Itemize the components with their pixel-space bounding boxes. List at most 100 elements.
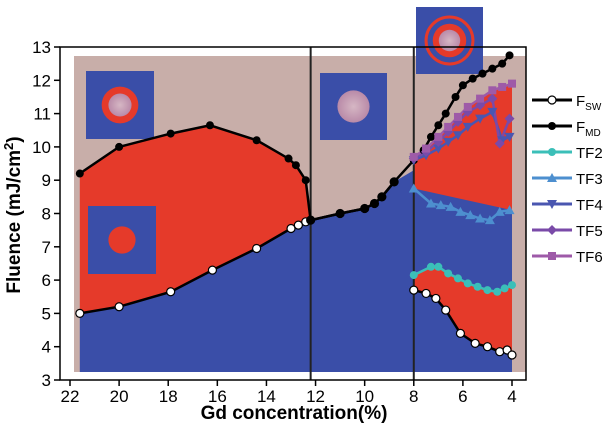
inset-outer-ring	[424, 15, 475, 66]
data-point-tf6	[463, 102, 472, 111]
inset-speckle-core	[337, 90, 370, 123]
x-tick-label: 4	[507, 387, 516, 406]
x-tick-label: 10	[355, 387, 374, 406]
data-point-tf5	[475, 100, 486, 111]
data-point-fmd	[488, 64, 497, 73]
data-point-fmd	[166, 129, 175, 138]
data-point-tf4	[497, 136, 508, 146]
data-point-tf2	[508, 281, 516, 290]
data-point-fmd	[426, 132, 435, 141]
data-point-tf2	[453, 274, 462, 283]
data-point-fmd	[284, 154, 293, 163]
x-tick-label: 6	[458, 387, 467, 406]
y-tick-label: 6	[42, 271, 51, 290]
data-point-fmd	[441, 109, 450, 118]
inset-ring-speckle	[86, 71, 154, 139]
data-point-fsw	[252, 243, 262, 254]
legend-label: TF4	[576, 197, 603, 214]
data-point-fsw	[293, 220, 303, 230]
legend-marker	[548, 148, 556, 156]
data-point-fsw-low	[441, 305, 451, 315]
y-tick-label: 11	[33, 105, 51, 124]
data-point-tf6	[498, 82, 507, 91]
x-tick-label: 12	[306, 387, 325, 406]
data-point-fmd	[468, 74, 477, 83]
y-tick-label: 8	[42, 205, 51, 224]
data-point-tf2	[444, 269, 453, 278]
data-point-tf5	[443, 126, 454, 137]
data-point-tf2	[493, 287, 502, 296]
x-tick-label: 14	[257, 387, 276, 406]
data-point-fmd	[478, 69, 487, 78]
data-point-tf2	[409, 271, 418, 280]
data-point-fmd	[360, 204, 369, 213]
legend-label: FSW	[576, 93, 602, 113]
legend-label: FMD	[576, 119, 601, 139]
data-point-tf6	[488, 86, 497, 95]
x-axis-ticks: 22 20 18 16 14 12 10 8 6 4	[61, 380, 517, 406]
data-point-fmd	[434, 121, 443, 130]
data-point-tf4	[443, 137, 454, 147]
data-point-tf3	[465, 210, 476, 220]
data-point-tf3	[504, 205, 515, 215]
data-point-tf5	[504, 113, 515, 124]
legend-label: TF3	[576, 171, 603, 188]
y-axis-label-main: Fluence (mJ/cm	[4, 150, 25, 294]
data-point-fmd	[390, 177, 399, 186]
series-line-tf3	[412, 187, 510, 222]
data-point-tf5	[494, 138, 505, 149]
inset-speckle-core	[108, 93, 132, 117]
y-tick-label: 5	[42, 304, 51, 323]
data-point-tf6	[422, 144, 431, 153]
series-line-tf5	[413, 96, 511, 160]
data-point-fmd	[505, 51, 514, 60]
data-point-tf4	[487, 107, 498, 117]
inset-speckle	[320, 73, 387, 140]
legend-marker	[548, 252, 556, 260]
inset-speckle-core	[438, 29, 461, 52]
data-point-fmd	[75, 169, 84, 178]
data-point-fsw-low	[431, 293, 441, 304]
data-point-tf4	[504, 132, 515, 142]
data-point-fsw	[207, 265, 218, 275]
legend-marker	[547, 225, 557, 235]
legend-marker	[547, 200, 557, 209]
data-point-tf3	[484, 215, 495, 225]
data-point-fmd	[498, 59, 507, 68]
y-axis-label-sup: 2	[1, 143, 16, 150]
data-point-fsw-low	[507, 350, 517, 360]
region-red-lower-right	[413, 266, 512, 355]
data-point-fmd	[301, 176, 310, 185]
data-point-fsw	[75, 308, 85, 318]
data-point-tf6	[409, 152, 418, 161]
inset-rings	[416, 7, 483, 74]
data-point-tf6	[444, 122, 453, 131]
series-markers	[75, 51, 517, 360]
x-tick-label: 20	[110, 387, 129, 406]
data-point-tf4	[433, 144, 444, 154]
data-point-tf6	[434, 132, 443, 141]
data-point-tf3	[475, 213, 486, 223]
data-point-fsw-low	[455, 328, 466, 338]
data-point-fsw-low	[421, 288, 431, 299]
data-point-tf4	[452, 131, 463, 141]
legend-marker	[548, 122, 556, 130]
legend-entry: TF3	[532, 171, 603, 188]
data-point-fmd	[115, 142, 124, 151]
data-point-fmd	[458, 81, 467, 90]
region-blue-left	[79, 170, 414, 372]
data-point-tf2	[500, 284, 509, 293]
x-tick-label: 16	[208, 387, 227, 406]
data-point-fmd	[252, 136, 261, 145]
data-point-fmd	[306, 216, 315, 225]
legend-box	[528, 88, 615, 264]
data-point-fsw	[286, 223, 296, 234]
data-point-tf4	[475, 114, 486, 124]
y-tick-label: 13	[32, 38, 51, 57]
legend-entry: TF6	[532, 249, 603, 266]
y-tick-label: 3	[42, 371, 51, 390]
data-point-fsw-low	[470, 338, 480, 348]
legend: FSW FMD TF2 TF3 TF4 TF5 TF6	[528, 88, 615, 266]
y-axis-label-end: )	[4, 136, 25, 142]
